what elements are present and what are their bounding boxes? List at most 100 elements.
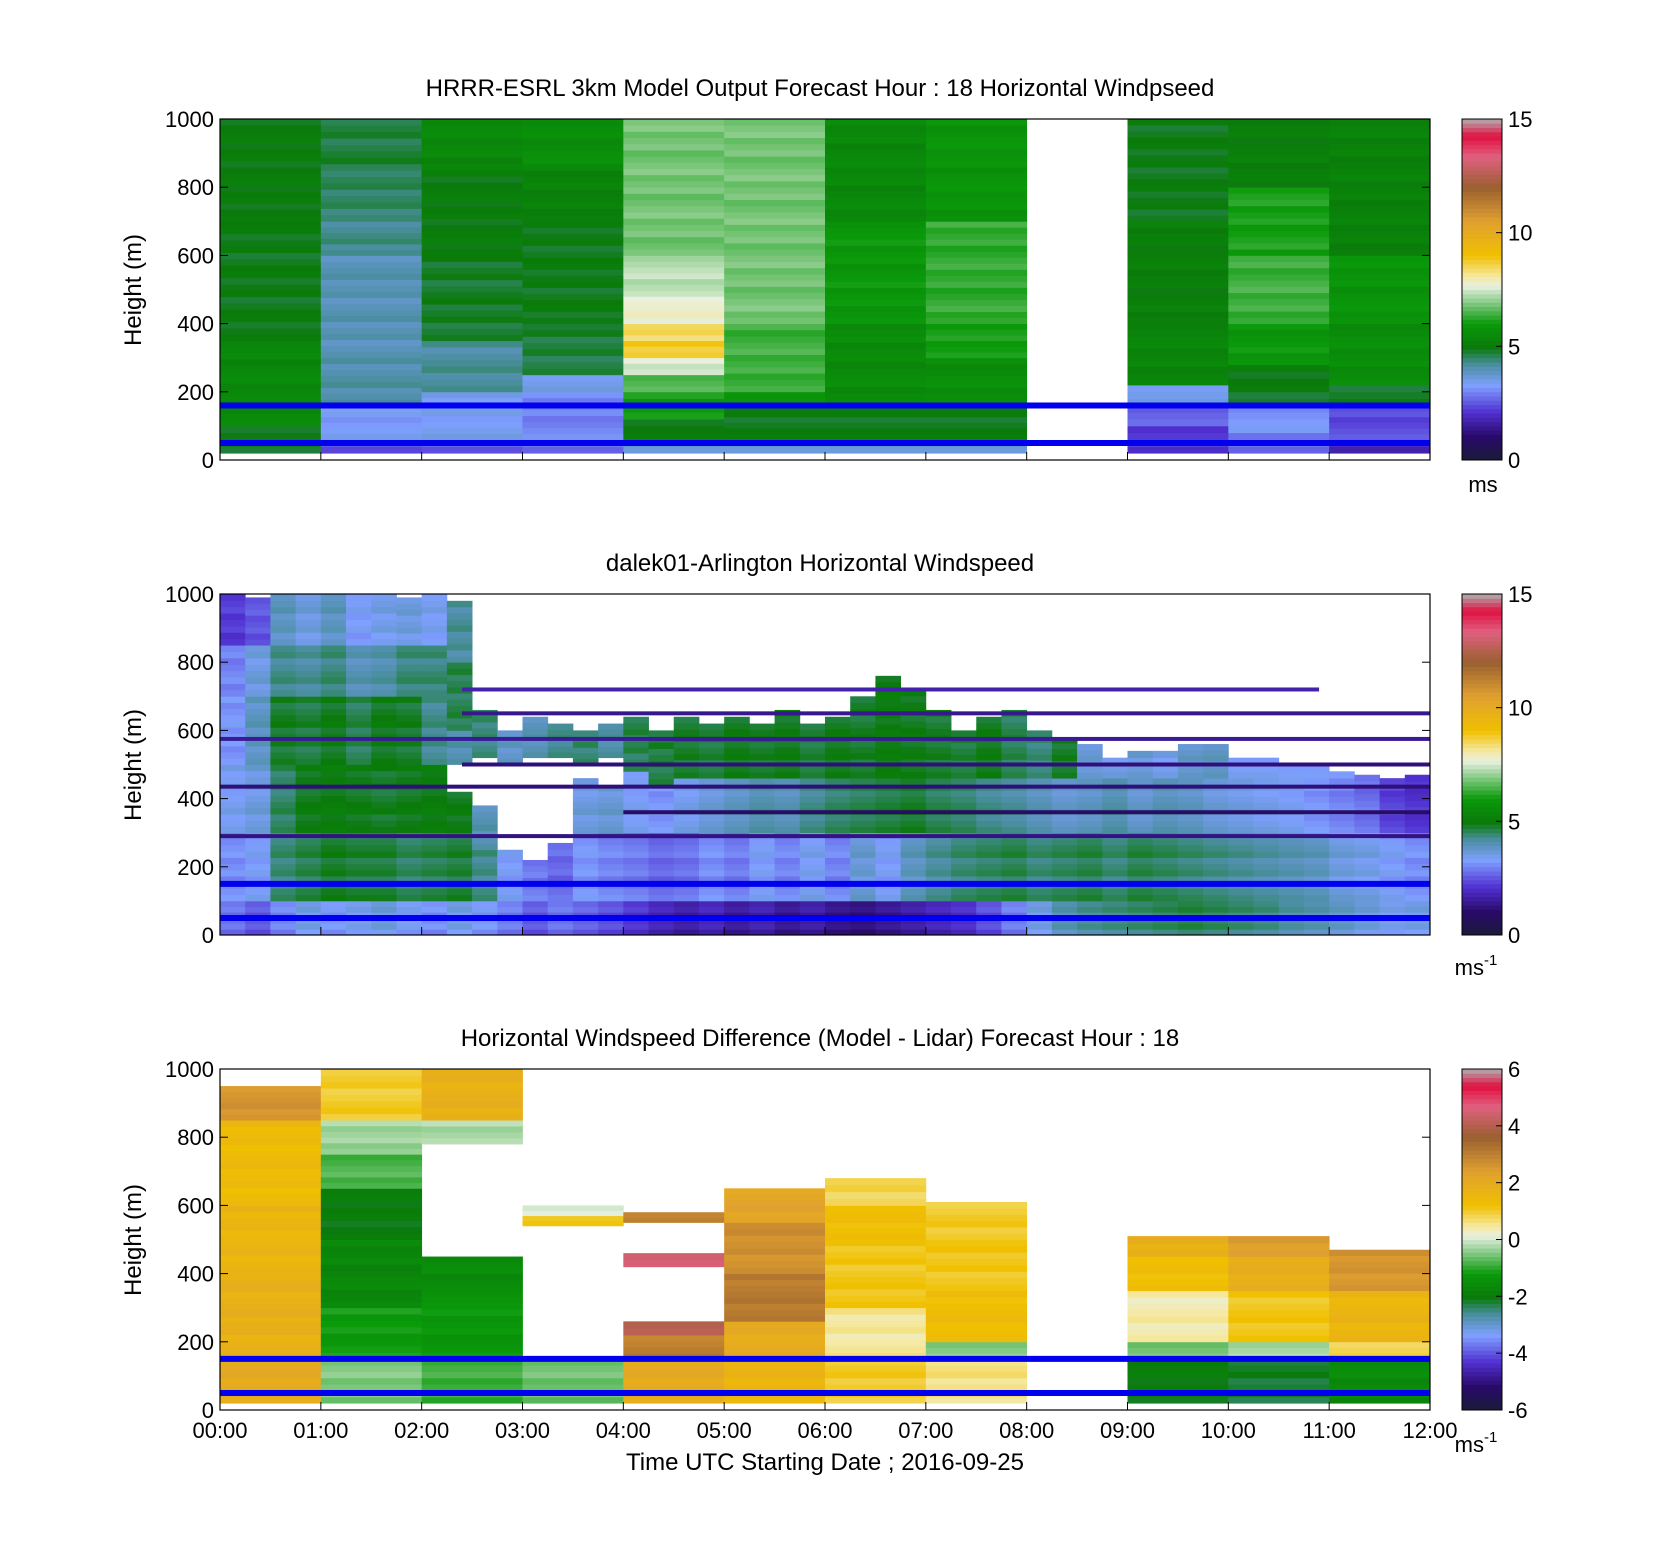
- heatmap-cell: [1404, 781, 1430, 789]
- colorbar-segment: [1462, 1256, 1502, 1262]
- layer-band: [462, 711, 1430, 716]
- heatmap-cell: [623, 795, 649, 803]
- heatmap-cell: [572, 753, 599, 760]
- heatmap-cell: [320, 1182, 423, 1189]
- colorbar-segment: [1462, 1196, 1502, 1202]
- heatmap-cell: [421, 267, 523, 275]
- colorbar-segment: [1462, 628, 1502, 633]
- heatmap-cell: [623, 1212, 725, 1218]
- heatmap-cell: [825, 1307, 927, 1315]
- heatmap-cell: [623, 789, 649, 797]
- heatmap-cell: [572, 802, 599, 809]
- heatmap-cell: [951, 754, 977, 761]
- colorbar-segment: [1462, 640, 1502, 646]
- heatmap-cell: [749, 894, 775, 902]
- heatmap-cell: [925, 245, 1028, 252]
- heatmap-cell: [1001, 747, 1028, 754]
- heatmap-cell: [446, 838, 473, 846]
- heatmap-cell: [1253, 929, 1280, 935]
- heatmap-cell: [522, 150, 624, 158]
- heatmap-cell: [1026, 906, 1053, 913]
- heatmap-cell: [925, 790, 952, 797]
- heatmap-cell: [1329, 174, 1430, 182]
- heatmap-cell: [295, 613, 322, 620]
- colorbar-segment: [1462, 858, 1502, 864]
- heatmap-cell: [623, 187, 725, 194]
- heatmap-cell: [1228, 1358, 1330, 1366]
- heatmap-cell: [1026, 845, 1053, 852]
- heatmap-cell: [925, 143, 1028, 150]
- heatmap-cell: [270, 714, 297, 722]
- heatmap-cell: [320, 1239, 423, 1247]
- heatmap-cell: [976, 929, 1002, 935]
- colorbar-segment: [1462, 1260, 1502, 1266]
- heatmap-cell: [648, 851, 675, 858]
- heatmap-cell: [220, 1365, 322, 1372]
- heatmap-cell: [421, 273, 523, 281]
- heatmap-cell: [421, 770, 448, 778]
- heatmap-cell: [623, 369, 725, 376]
- heatmap-cell: [825, 1333, 927, 1341]
- heatmap-cell: [623, 317, 725, 324]
- heatmap-cell: [1127, 894, 1154, 902]
- heatmap-cell: [320, 416, 423, 423]
- heatmap-cell: [698, 863, 725, 871]
- y-axis-label: Height (m): [120, 234, 147, 346]
- heatmap-cell: [925, 363, 1028, 371]
- heatmap-cell: [1278, 876, 1305, 883]
- heatmap-cell: [623, 765, 649, 772]
- heatmap-cell: [295, 714, 322, 722]
- heatmap-cell: [295, 820, 322, 827]
- heatmap-cell: [421, 1069, 523, 1076]
- heatmap-cell: [220, 1086, 322, 1093]
- heatmap-cell: [446, 680, 473, 688]
- colorbar-segment: [1462, 1137, 1502, 1142]
- heatmap-cell: [1329, 131, 1430, 138]
- heatmap-cell: [875, 754, 902, 761]
- colorbar-tick-label: 2: [1508, 1171, 1520, 1196]
- heatmap-cell: [1228, 162, 1330, 169]
- heatmap-cell: [396, 789, 423, 796]
- heatmap-cell: [623, 199, 725, 207]
- heatmap-cell: [825, 1358, 927, 1366]
- heatmap-cell: [1228, 1303, 1330, 1311]
- heatmap-cell: [698, 917, 725, 925]
- colorbar-segment: [1462, 1290, 1502, 1296]
- heatmap-cell: [346, 606, 372, 614]
- colorbar-segment: [1462, 1265, 1502, 1270]
- heatmap-cell: [951, 876, 977, 883]
- heatmap-cell: [1303, 820, 1330, 828]
- heatmap-cell: [497, 753, 523, 760]
- heatmap-cell: [925, 251, 1028, 258]
- heatmap-cell: [220, 613, 246, 620]
- heatmap-cell: [1329, 212, 1430, 219]
- heatmap-cell: [1127, 203, 1229, 210]
- heatmap-cell: [522, 293, 624, 300]
- colorbar-segment: [1462, 131, 1502, 137]
- heatmap-cell: [724, 267, 826, 275]
- heatmap-cell: [1329, 1303, 1430, 1311]
- heatmap-cell: [270, 739, 297, 747]
- heatmap-cell: [1152, 857, 1179, 865]
- heatmap-cell: [1152, 764, 1179, 772]
- heatmap-cell: [724, 1340, 826, 1347]
- heatmap-cell: [749, 917, 775, 925]
- heatmap-cell: [220, 340, 322, 348]
- heatmap-cell: [1303, 894, 1330, 902]
- heatmap-cell: [270, 708, 297, 716]
- heatmap-cell: [245, 670, 271, 678]
- heatmap-cell: [346, 801, 372, 809]
- heatmap-cell: [220, 600, 246, 608]
- heatmap-cell: [673, 929, 700, 935]
- heatmap-cell: [1051, 894, 1078, 902]
- heatmap-cell: [446, 741, 473, 748]
- heatmap-cell: [799, 802, 826, 809]
- colorbar-segment: [1462, 1350, 1502, 1356]
- heatmap-cell: [320, 670, 347, 678]
- heatmap-cell: [1152, 845, 1179, 852]
- heatmap-cell: [320, 315, 423, 322]
- heatmap-cell: [1404, 787, 1430, 795]
- heatmap-cell: [522, 751, 549, 759]
- heatmap-cell: [1127, 446, 1229, 454]
